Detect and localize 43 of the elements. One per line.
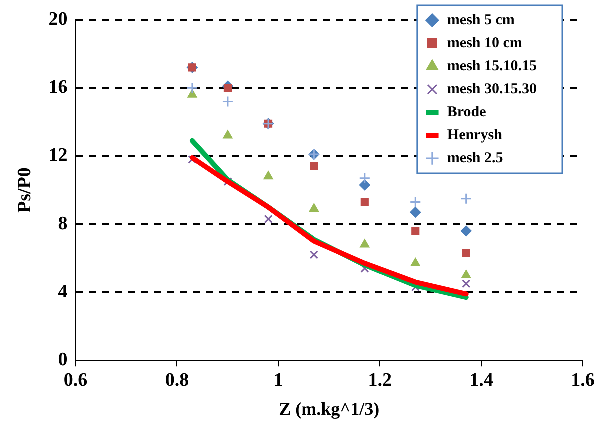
legend-label: mesh 30.15.30: [447, 81, 538, 98]
point: [309, 204, 320, 212]
y-tick-label: 8: [58, 213, 68, 234]
x-tick-label: 1.4: [470, 370, 494, 391]
x-tick-label: 0.8: [165, 370, 190, 391]
point: [360, 198, 369, 206]
y-tick-label: 0: [58, 350, 68, 371]
point: [264, 214, 273, 224]
point: [264, 171, 274, 180]
point: [460, 226, 472, 237]
x-axis-title: Z (m.kg^1/3): [279, 398, 380, 419]
legend-label: mesh 5 cm: [447, 12, 516, 28]
y-axis-title: Ps/P0: [14, 168, 36, 213]
point: [310, 162, 318, 170]
x-tick-label: 1.2: [368, 370, 392, 391]
point: [186, 82, 198, 94]
legend-label: Henrysh: [447, 127, 504, 144]
point: [462, 249, 470, 258]
point: [412, 227, 420, 236]
point: [410, 258, 420, 267]
x-tick-label: 1: [274, 370, 284, 391]
point: [188, 89, 198, 98]
point: [359, 172, 371, 184]
point: [222, 96, 234, 108]
y-tick-label: 20: [48, 8, 68, 30]
legend-label: mesh 15.10.15: [447, 58, 538, 74]
point: [360, 239, 370, 248]
x-tick-label: 0.6: [64, 370, 88, 391]
point: [460, 193, 472, 205]
legend-label: mesh 10 cm: [447, 35, 523, 52]
point: [462, 270, 472, 278]
y-tick-label: 16: [48, 77, 68, 98]
point: [410, 206, 422, 218]
y-tick-label: 12: [48, 145, 68, 166]
x-tick-label: 1.6: [571, 370, 595, 391]
legend-label: Brode: [447, 104, 487, 120]
point: [223, 130, 233, 139]
point: [410, 196, 422, 208]
point: [359, 180, 370, 191]
legend-label: mesh 2.5: [447, 150, 504, 166]
point: [310, 250, 318, 260]
point: [462, 280, 471, 288]
y-tick-label: 4: [58, 281, 68, 302]
